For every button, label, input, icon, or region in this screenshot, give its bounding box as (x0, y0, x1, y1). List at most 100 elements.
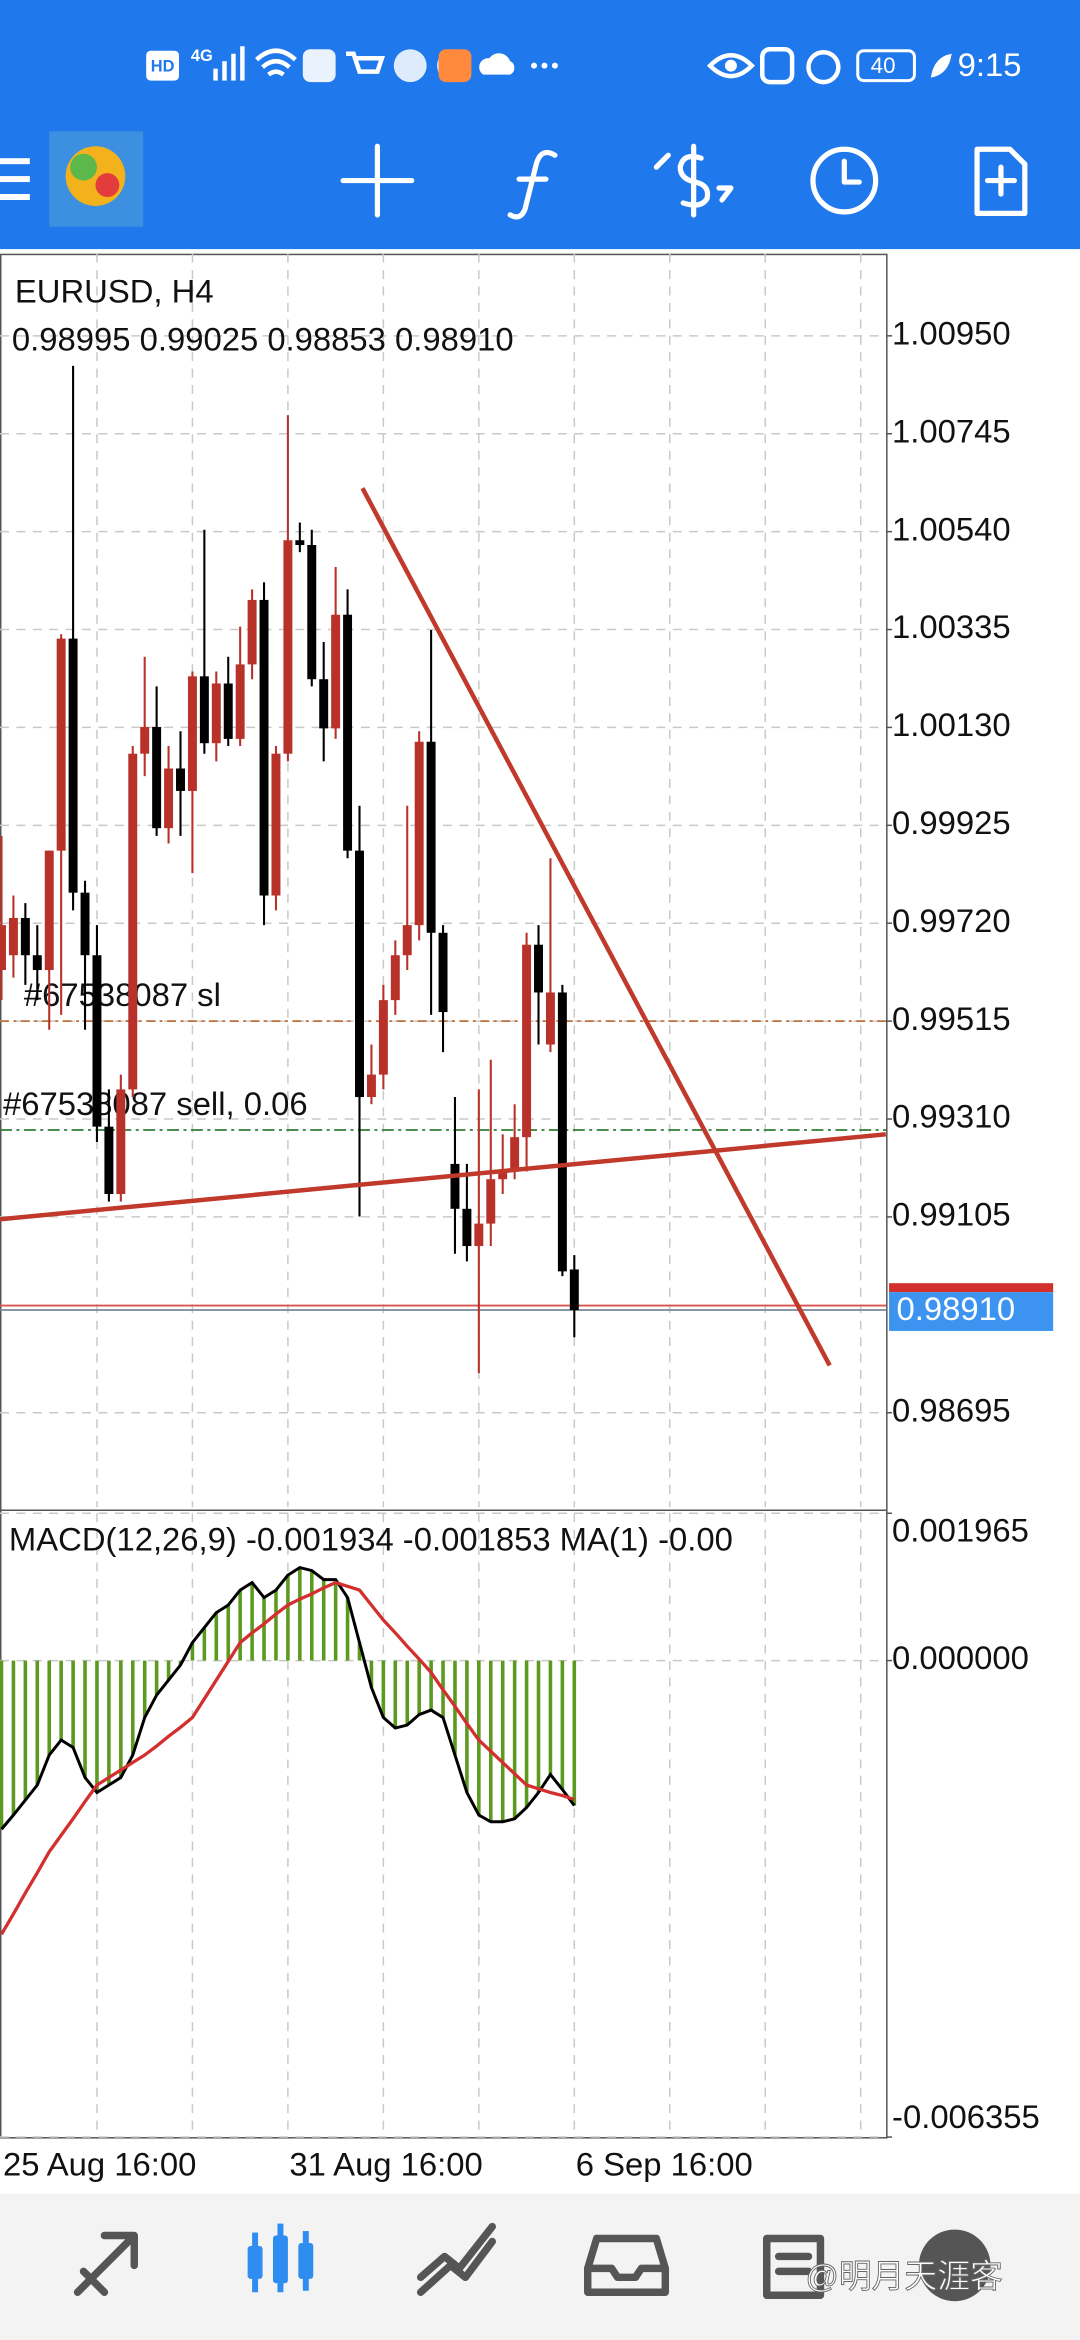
menu-button[interactable] (0, 158, 30, 200)
candle-body (522, 944, 532, 1138)
y-tick-label: 1.00335 (892, 608, 1011, 645)
macd-histogram-bar (71, 1660, 75, 1748)
candle-body (438, 932, 448, 1013)
candle-body (176, 768, 185, 791)
hd-badge (146, 50, 180, 81)
candle-body (498, 1171, 508, 1180)
macd-histogram-bar (321, 1579, 326, 1661)
candle-body (44, 850, 54, 971)
macd-histogram-bar (262, 1597, 266, 1661)
macd-title: MACD(12,26,9) -0.001934 -0.001853 MA(1) … (9, 1520, 733, 1557)
macd-histogram-bar (548, 1660, 553, 1775)
candle-body (187, 676, 197, 791)
signal-icon (213, 46, 245, 81)
app-icon (393, 49, 427, 83)
new-order-button[interactable] (974, 146, 1028, 217)
y-tick-label: -0.006355 (892, 2098, 1040, 2135)
candle-body (32, 955, 42, 971)
candle-body (0, 925, 6, 971)
macd-histogram-bar (524, 1660, 529, 1808)
profile-tab[interactable] (918, 2229, 991, 2302)
price-label: 0.98910 (897, 1290, 1016, 1327)
candle-body (116, 1089, 126, 1194)
y-tick-label: 1.00950 (892, 315, 1011, 352)
macd-histogram-bar (107, 1660, 111, 1786)
y-tick-label: 0.99720 (892, 902, 1011, 939)
macd-histogram-bar (429, 1660, 433, 1711)
history-tab[interactable] (584, 2234, 670, 2296)
macd-histogram-bar (572, 1660, 577, 1806)
macd-histogram-bar (536, 1660, 541, 1793)
candle-body (390, 955, 400, 1001)
eye-icon (724, 59, 737, 72)
nfc-icon (760, 47, 795, 85)
plot-macd (0, 1565, 577, 1936)
app-logo[interactable] (49, 131, 144, 227)
macd-histogram-bar (166, 1660, 171, 1681)
macd-histogram-bar (357, 1642, 362, 1661)
macd-histogram-bar (190, 1642, 195, 1661)
macd-histogram-bar (47, 1660, 52, 1756)
crosshair-button[interactable] (340, 143, 415, 218)
candle-body (68, 638, 78, 893)
macd-histogram-bar (560, 1660, 565, 1790)
macd-histogram-bar (286, 1575, 290, 1661)
plot-frame (0, 253, 888, 2139)
macd-histogram-bar (417, 1660, 421, 1715)
macd-histogram-bar (83, 1660, 87, 1778)
news-tab[interactable] (763, 2234, 825, 2299)
alarm-icon (806, 49, 841, 85)
quotes-tab[interactable] (73, 2231, 138, 2296)
chart-tab[interactable] (247, 2223, 314, 2293)
y-tick-label: 0.000000 (892, 1639, 1029, 1676)
y-tick-label: 1.00540 (892, 510, 1011, 547)
signal-line (0, 1580, 575, 1936)
watermark: @明月天涯客 (806, 2257, 1003, 2294)
candle-body (402, 925, 412, 956)
trade-tab[interactable] (416, 2222, 496, 2296)
eye-icon (706, 52, 755, 79)
macd-line (0, 1565, 576, 1831)
macd-histogram-bar (119, 1660, 123, 1778)
candle-body (8, 917, 18, 956)
symbol-title: EURUSD, H4 (15, 273, 214, 310)
macd-histogram-bar (226, 1605, 231, 1661)
candle-body (534, 944, 543, 993)
candle-body (152, 726, 162, 829)
indicator-button[interactable] (507, 149, 558, 220)
macd-histogram-bar (369, 1660, 374, 1688)
macd-histogram-bar (393, 1660, 398, 1729)
candle-body (355, 850, 364, 1098)
macd-histogram-bar (11, 1660, 16, 1816)
candle-body (92, 955, 102, 1127)
macd-histogram-bar (202, 1627, 207, 1661)
y-tick-label: 0.99515 (892, 1000, 1011, 1037)
macd-histogram-bar (333, 1579, 338, 1661)
candle-body (56, 638, 66, 851)
candle-body (557, 992, 567, 1272)
x-tick-label: 25 Aug 16:00 (3, 2146, 196, 2183)
candle-body (331, 614, 341, 729)
macd-histogram-bar (274, 1590, 278, 1661)
macd-histogram-bar (142, 1660, 147, 1718)
clock-time: 9:15 (958, 46, 1022, 83)
candle-body (450, 1163, 460, 1209)
candle-body (510, 1137, 520, 1172)
cart-icon (346, 51, 385, 74)
period-button[interactable] (810, 146, 879, 215)
x-tick-label: 31 Aug 16:00 (289, 2146, 482, 2183)
macd-histogram-bar (35, 1660, 40, 1786)
macd-histogram-bar (465, 1660, 469, 1793)
candle-body (378, 1000, 388, 1075)
macd-histogram-bar (309, 1570, 314, 1661)
trade-button[interactable] (653, 143, 734, 218)
network-text: 4G (191, 47, 213, 65)
eco-icon (930, 53, 952, 78)
x-tick-label: 6 Sep 16:00 (576, 2146, 753, 2183)
order-label: #67538087 sl (24, 976, 221, 1013)
macd-histogram-bar (488, 1660, 493, 1822)
order-label: #67538087 sell, 0.06 (3, 1085, 308, 1122)
app-icon (302, 49, 336, 83)
